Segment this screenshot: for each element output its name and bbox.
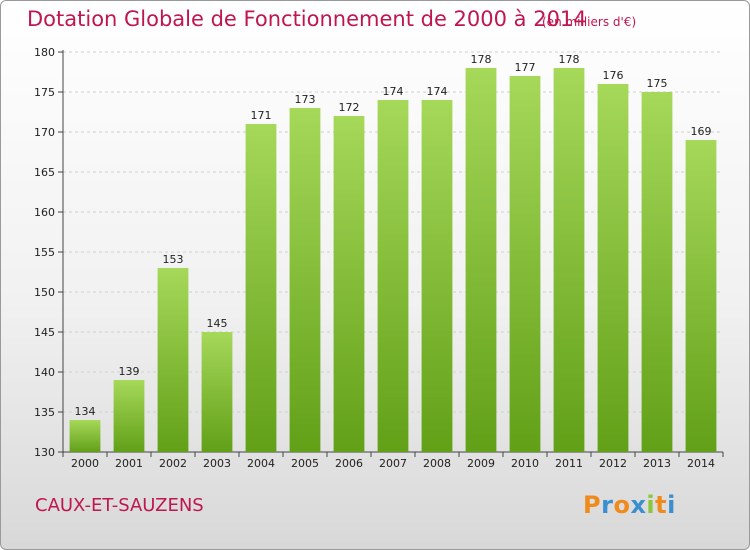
y-tick-label: 175 xyxy=(34,86,55,99)
logo-letter: r xyxy=(601,491,614,519)
logo-letter: o xyxy=(613,491,631,519)
bar xyxy=(69,420,101,452)
x-axis-ticks: 2000 2001 2002 2003 2004 2005 2006 2007 2008 2009… xyxy=(62,452,724,470)
data-label: 153 xyxy=(163,253,184,266)
data-label: 176 xyxy=(603,69,624,82)
x-tick-label: 2008 xyxy=(423,457,451,470)
data-label: 134 xyxy=(75,405,96,418)
y-tick-label: 180 xyxy=(34,46,55,59)
chart-unit: (en milliers d'€) xyxy=(542,15,637,29)
y-tick-label: 150 xyxy=(34,286,55,299)
bar xyxy=(641,92,673,452)
bar xyxy=(245,124,277,452)
logo-letter: i xyxy=(646,491,656,519)
x-tick-label: 2012 xyxy=(599,457,627,470)
bar xyxy=(377,100,409,452)
bar xyxy=(421,100,453,452)
logo-letter: P xyxy=(583,491,602,519)
data-label: 178 xyxy=(471,53,492,66)
data-label: 145 xyxy=(207,317,228,330)
data-label: 175 xyxy=(647,77,668,90)
bar xyxy=(157,268,189,452)
bar xyxy=(553,68,585,452)
bars xyxy=(69,68,717,452)
proxiti-logo[interactable]: Proxiti xyxy=(583,491,676,519)
data-labels: 134 139 153 145 171 173 172 174 174 178 177 178 176 1… xyxy=(75,53,712,418)
x-tick-label: 2011 xyxy=(555,457,583,470)
logo-letter: t xyxy=(655,491,668,519)
x-tick-label: 2002 xyxy=(159,457,187,470)
data-label: 174 xyxy=(427,85,448,98)
commune-name: CAUX-ET-SAUZENS xyxy=(35,495,204,516)
y-tick-label: 145 xyxy=(34,326,55,339)
data-label: 173 xyxy=(295,93,316,106)
x-tick-label: 2014 xyxy=(687,457,715,470)
y-tick-label: 135 xyxy=(34,406,55,419)
bar xyxy=(333,116,365,452)
x-tick-label: 2004 xyxy=(247,457,275,470)
x-tick-label: 2009 xyxy=(467,457,495,470)
bar xyxy=(597,84,629,452)
y-tick-label: 170 xyxy=(34,126,55,139)
bar xyxy=(509,76,541,452)
y-tick-label: 165 xyxy=(34,166,55,179)
data-label: 171 xyxy=(251,109,272,122)
data-label: 174 xyxy=(383,85,404,98)
x-tick-label: 2001 xyxy=(115,457,143,470)
bar xyxy=(289,108,321,452)
y-axis-ticks: 130 135 140 145 150 155 160 165 170 175 180 xyxy=(34,46,63,459)
x-tick-label: 2010 xyxy=(511,457,539,470)
y-tick-label: 140 xyxy=(34,366,55,379)
x-tick-label: 2013 xyxy=(643,457,671,470)
data-label: 139 xyxy=(119,365,140,378)
data-label: 169 xyxy=(691,125,712,138)
logo-letter: x xyxy=(630,491,647,519)
bar xyxy=(465,68,497,452)
x-tick-label: 2005 xyxy=(291,457,319,470)
x-tick-label: 2006 xyxy=(335,457,363,470)
bar xyxy=(685,140,717,452)
data-label: 177 xyxy=(515,61,536,74)
y-tick-label: 155 xyxy=(34,246,55,259)
data-label: 178 xyxy=(559,53,580,66)
x-tick-label: 2003 xyxy=(203,457,231,470)
bar xyxy=(201,332,233,452)
y-tick-label: 160 xyxy=(34,206,55,219)
x-tick-label: 2000 xyxy=(71,457,99,470)
y-tick-label: 130 xyxy=(34,446,55,459)
logo-letter: i xyxy=(667,491,676,519)
bar xyxy=(113,380,145,452)
chart-title: Dotation Globale de Fonctionnement de 20… xyxy=(27,7,587,31)
data-label: 172 xyxy=(339,101,360,114)
x-tick-label: 2007 xyxy=(379,457,407,470)
